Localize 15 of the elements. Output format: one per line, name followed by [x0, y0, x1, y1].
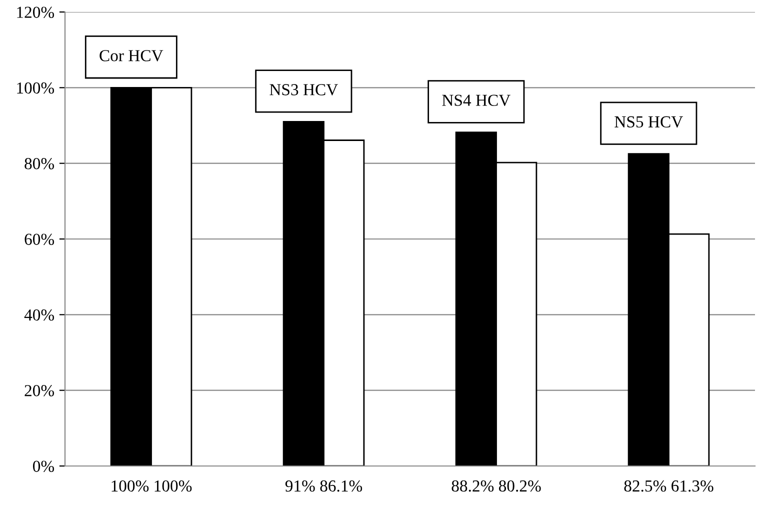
x-tick-label: 88.2% 80.2%	[452, 480, 541, 492]
x-tick-label: 100% 100%	[112, 480, 192, 492]
x-tick-label: 91% 86.1%	[285, 480, 362, 492]
annotation: Cor HCV	[100, 50, 164, 62]
y-tick-label: 0%	[33, 460, 54, 472]
annotation: NS5 HCV	[614, 116, 683, 128]
y-tick-label: 60%	[24, 234, 54, 245]
y-tick-label: 120%	[17, 6, 54, 18]
y-tick-label: 40%	[24, 309, 54, 321]
y-tick-label: 80%	[24, 158, 54, 170]
x-tick-label: 82.5% 61.3%	[624, 480, 714, 492]
annotation: NS3 HCV	[270, 84, 338, 96]
annotation: NS4 HCV	[442, 94, 510, 106]
y-tick-label: 20%	[24, 385, 54, 396]
y-tick-label: 100%	[17, 82, 54, 94]
